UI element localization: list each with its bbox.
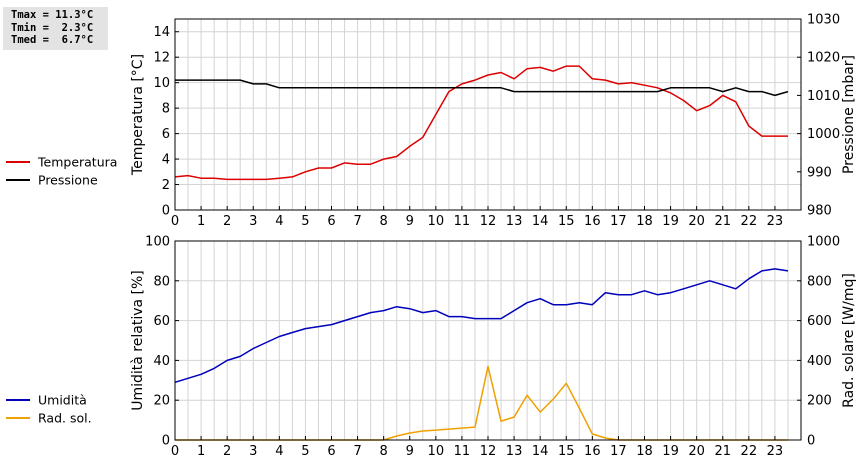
legend: Umidità Rad. sol. [6,393,92,426]
y2-tick-label: 400 [807,354,832,369]
x-tick-label: 14 [532,444,549,459]
x-tick-label: 10 [428,214,445,229]
y2-tick-label: 1030 [807,13,840,28]
x-tick-label: 9 [406,444,414,459]
x-tick-label: 2 [223,214,231,229]
x-tick-label: 13 [506,444,523,459]
x-tick-label: 8 [380,214,388,229]
x-tick-label: 7 [353,444,361,459]
y-tick-label: 12 [153,51,170,66]
y-axis-label: Umidità relativa [%] [130,270,146,411]
legend-label-pressione: Pressione [38,173,98,188]
y2-tick-label: 990 [807,165,832,180]
y-tick-label: 20 [153,394,170,409]
x-tick-label: 7 [353,214,361,229]
x-tick-label: 16 [584,444,601,459]
x-tick-label: 21 [714,444,731,459]
x-tick-label: 5 [301,214,309,229]
y2-tick-label: 1010 [807,89,840,104]
x-tick-label: 19 [662,444,679,459]
y-tick-label: 4 [162,153,170,168]
x-tick-label: 22 [741,214,758,229]
tmin-stat: Tmin = 2.3°C [11,21,94,34]
y-tick-label: 80 [153,274,170,289]
x-tick-label: 13 [506,214,523,229]
y2-tick-label: 600 [807,314,832,329]
y2-axis-label: Pressione [mbar] [841,55,857,174]
x-tick-label: 0 [171,214,179,229]
y2-tick-label: 980 [807,204,832,219]
x-tick-label: 11 [454,214,471,229]
x-tick-label: 12 [480,214,497,229]
y2-tick-label: 1020 [807,51,840,66]
y2-tick-label: 800 [807,274,832,289]
y-tick-label: 8 [162,102,170,117]
x-tick-label: 15 [558,444,575,459]
x-tick-label: 20 [688,214,705,229]
x-tick-label: 23 [767,444,784,459]
rad-sol-line [175,365,788,441]
x-tick-label: 6 [327,214,335,229]
x-tick-label: 10 [428,444,445,459]
x-tick-label: 6 [327,444,335,459]
x-tick-label: 18 [636,444,653,459]
x-tick-label: 1 [197,214,205,229]
y2-tick-label: 1000 [807,235,840,250]
statistics-box: Tmax = 11.3°C Tmin = 2.3°C Tmed = 6.7°C [3,7,108,50]
y-tick-label: 10 [153,76,170,91]
x-tick-label: 18 [636,214,653,229]
y2-tick-label: 0 [807,434,815,449]
y-tick-label: 0 [162,434,170,449]
x-tick-label: 20 [688,444,705,459]
y-axis-label: Temperatura [°C] [130,54,146,176]
x-tick-label: 3 [249,214,257,229]
legend-label-temperatura: Temperatura [37,155,117,170]
legend-label-rad-sol: Rad. sol. [38,411,92,426]
y2-tick-label: 200 [807,394,832,409]
humidity-radiation-chart: 0 1 2 3 4 5 6 7 8 9 10 11 12 13 14 15 16 17 18 19 20 21 22 2302… [6,235,857,459]
y-tick-label: 40 [153,354,170,369]
legend-label-umidit: Umidità [38,393,87,408]
x-tick-label: 0 [171,444,179,459]
x-tick-label: 4 [275,214,283,229]
x-tick-label: 16 [584,214,601,229]
x-tick-label: 14 [532,214,549,229]
y-tick-label: 2 [162,178,170,193]
x-tick-label: 15 [558,214,575,229]
y-tick-label: 14 [153,25,170,40]
x-tick-label: 21 [714,214,731,229]
tmax-stat: Tmax = 11.3°C [11,9,94,21]
x-tick-label: 2 [223,444,231,459]
y2-tick-label: 1000 [807,127,840,142]
x-tick-label: 9 [406,214,414,229]
x-tick-label: 22 [741,444,758,459]
x-tick-label: 17 [610,214,627,229]
y-tick-label: 60 [153,314,170,329]
x-tick-label: 1 [197,444,205,459]
x-tick-label: 23 [767,214,784,229]
temperature-pressure-chart: 0 1 2 3 4 5 6 7 8 9 10 11 12 13 14 15 16 17 18 19 20 21 22 2302… [6,13,857,229]
y-tick-label: 6 [162,127,170,142]
x-tick-label: 5 [301,444,309,459]
tmed-stat: Tmed = 6.7°C [11,34,94,46]
y-tick-label: 0 [162,204,170,219]
x-tick-label: 4 [275,444,283,459]
x-tick-label: 8 [380,444,388,459]
y2-axis-label: Rad. solare [W/mq] [841,273,857,408]
x-tick-label: 19 [662,214,679,229]
temperatura-line [174,65,788,181]
grid [175,19,801,210]
y-tick-label: 100 [145,235,170,250]
x-tick-label: 3 [249,444,257,459]
umidit-line [174,268,789,384]
x-tick-label: 12 [480,444,497,459]
legend: Temperatura Pressione [6,155,117,188]
x-tick-label: 11 [454,444,471,459]
pressione-line [175,79,789,97]
x-tick-label: 17 [610,444,627,459]
